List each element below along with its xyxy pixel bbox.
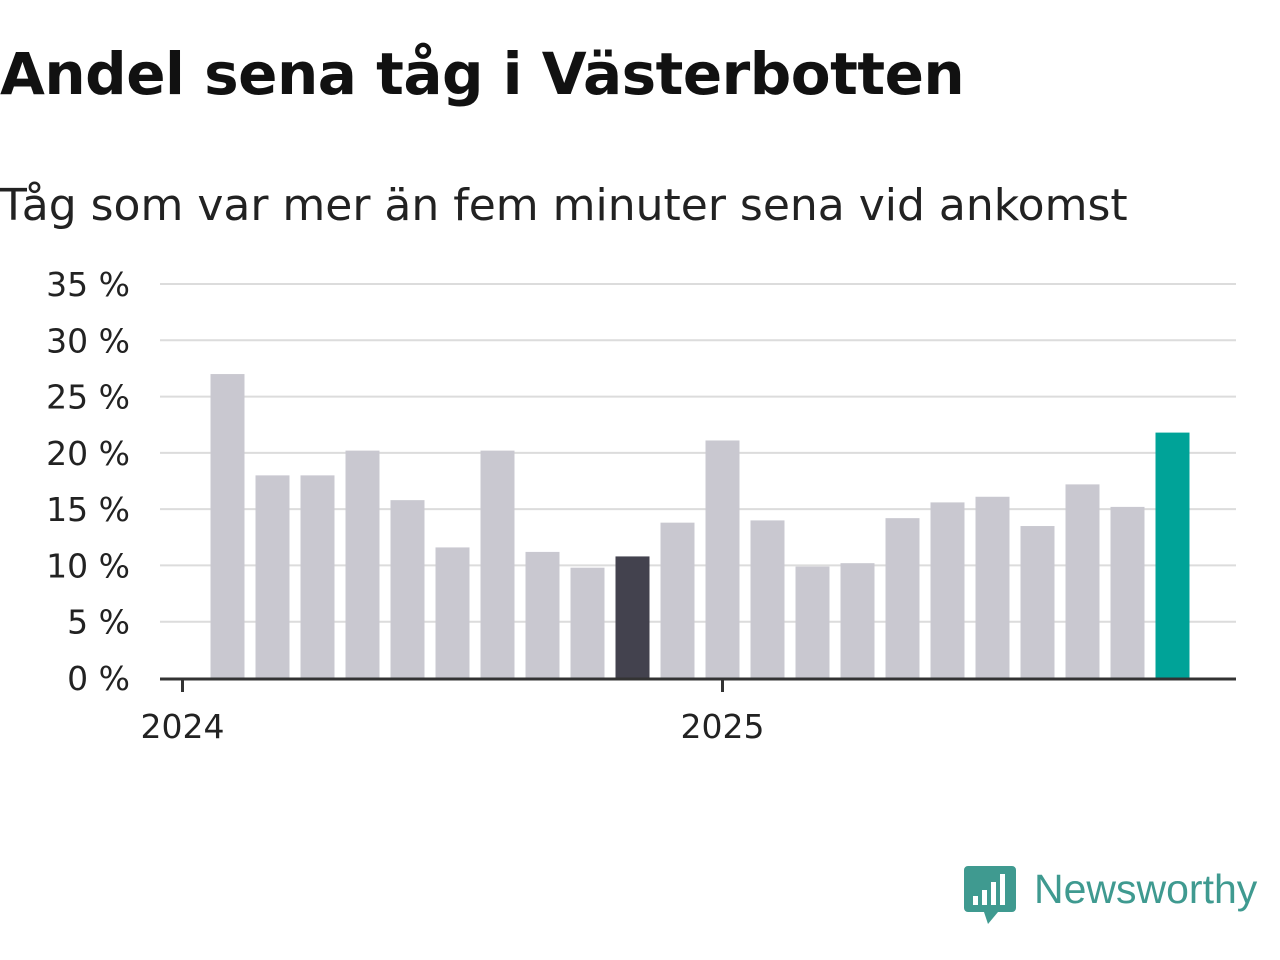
bar <box>975 496 1010 678</box>
chart-title: Andel sena tåg i Västerbotten <box>0 40 965 108</box>
bar <box>930 502 965 678</box>
y-tick-label: 15 % <box>46 490 130 529</box>
bar <box>345 450 380 678</box>
y-tick-label: 5 % <box>67 603 130 642</box>
bar <box>1155 432 1190 678</box>
brand-name: Newsworthy <box>1034 866 1258 912</box>
bar <box>525 551 560 678</box>
y-tick-labels: 0 % 5 % 10 % 15 % 20 % 25 % 30 % 35 % <box>46 265 130 698</box>
bar <box>1020 526 1055 678</box>
grid-lines <box>160 283 1236 623</box>
y-tick-label: 25 % <box>46 378 130 417</box>
y-tick-label: 20 % <box>46 434 130 473</box>
x-tick-label: 2024 <box>141 707 225 746</box>
bar <box>615 556 650 678</box>
y-tick-label: 10 % <box>46 546 130 585</box>
x-tick-label: 2025 <box>681 707 765 746</box>
bar <box>390 500 425 678</box>
y-tick-label: 30 % <box>46 321 130 360</box>
bar <box>300 475 335 678</box>
bar <box>705 440 740 678</box>
y-tick-label: 35 % <box>46 265 130 304</box>
x-tick-labels: 2024 2025 <box>141 679 765 746</box>
bar <box>210 374 245 678</box>
bar-chart: 0 % 5 % 10 % 15 % 20 % 25 % 30 % 35 % 2024 2025 <box>46 265 1236 746</box>
bar-chart-pin-icon <box>964 866 1016 924</box>
bars <box>210 374 1190 678</box>
bar <box>660 522 695 678</box>
bar <box>750 520 785 678</box>
bar <box>570 567 605 678</box>
chart-subtitle: Tåg som var mer än fem minuter sena vid … <box>0 180 1128 231</box>
bar <box>480 450 515 678</box>
bar <box>255 475 290 678</box>
bar <box>795 566 830 678</box>
bar <box>435 547 470 678</box>
bar <box>840 563 875 678</box>
bar <box>1065 484 1100 678</box>
y-tick-label: 0 % <box>67 659 130 698</box>
bar <box>885 518 920 678</box>
brand-logo: Newsworthy <box>964 864 1280 928</box>
bar <box>1110 506 1145 678</box>
